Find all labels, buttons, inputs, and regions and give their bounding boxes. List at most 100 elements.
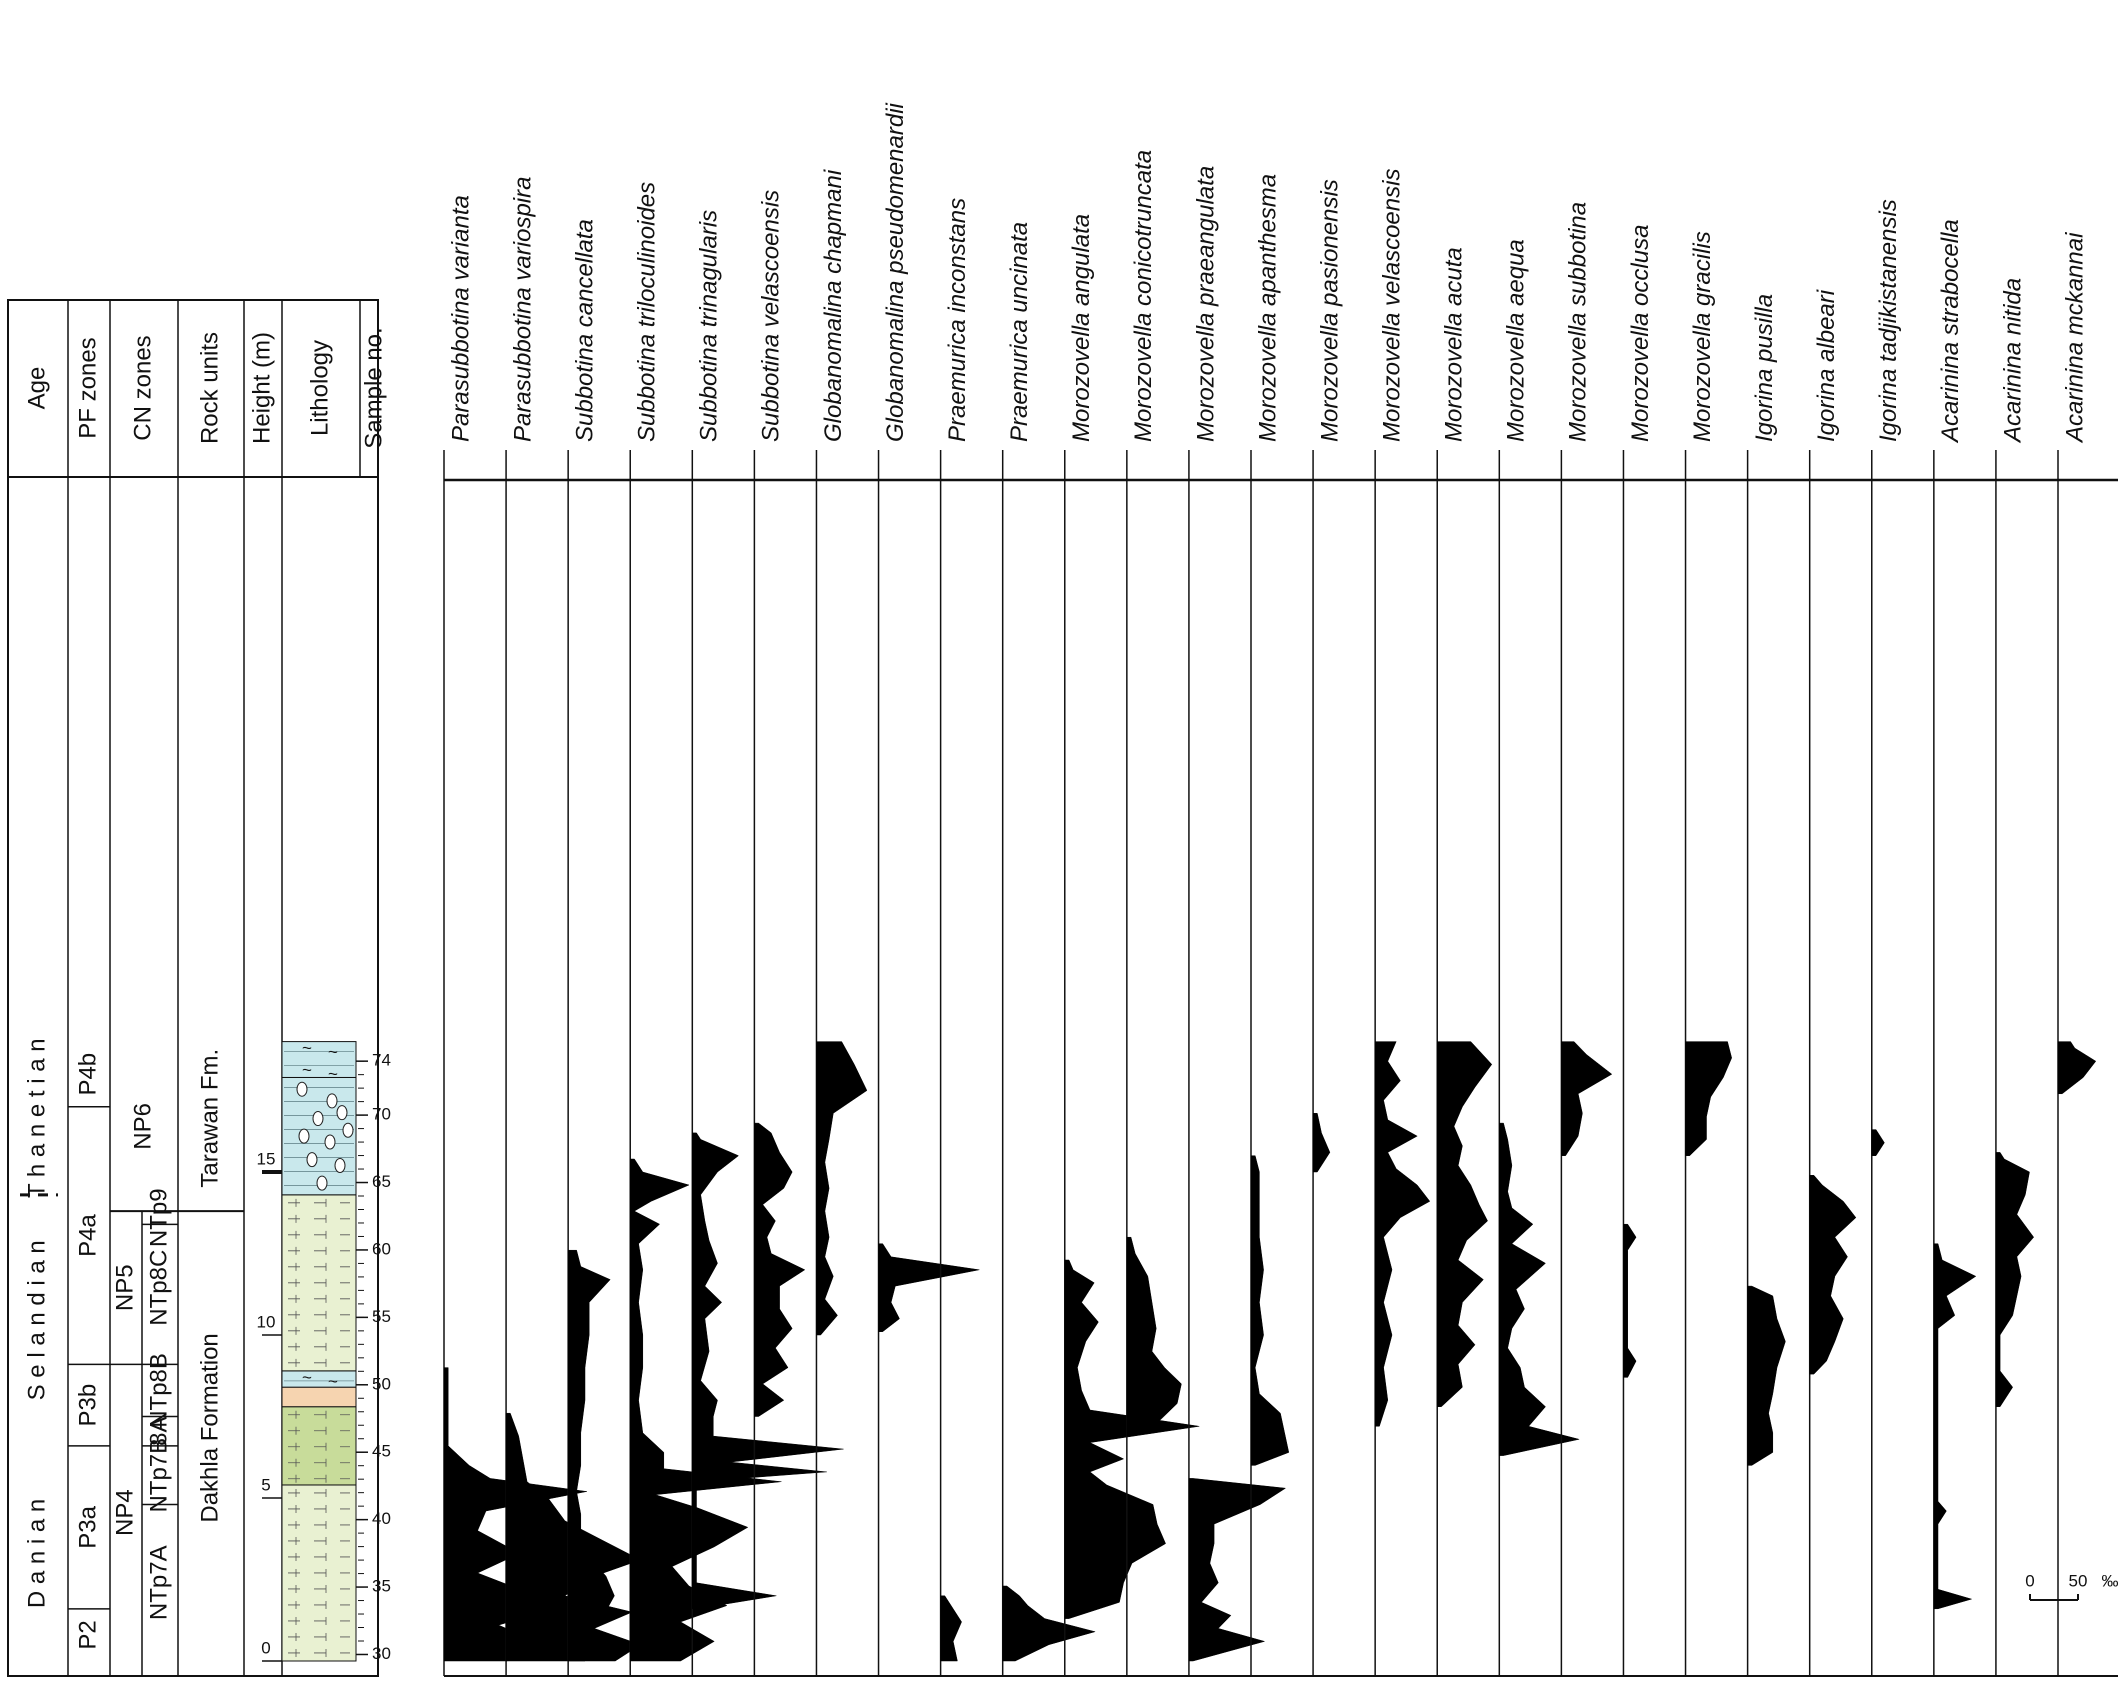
sample-tick-label: 50 [372, 1374, 391, 1393]
sample-tick-label: 74 [372, 1051, 391, 1070]
lithology-pattern [288, 1488, 350, 1657]
nodule [336, 1105, 348, 1121]
nodule [324, 1134, 336, 1150]
height-tick-label: 15 [257, 1149, 276, 1168]
nodule [326, 1093, 338, 1109]
wavy-mark: ~ [328, 1043, 338, 1062]
scale-bar-unit: ‰ [2102, 1571, 2119, 1590]
height-tick-label: 0 [261, 1638, 270, 1657]
species-name: Parasubbotina variospira [509, 177, 536, 443]
scale-bar-max: 50 [2069, 1571, 2088, 1590]
abundance-curve [816, 1041, 868, 1336]
stratigraphic-column: Age PF zones CN zones Rock units Height (m) L… [7, 299, 391, 1677]
nodule [342, 1122, 354, 1138]
lithology-pattern: ~ ~ ~ ~ [284, 1039, 354, 1084]
species-name: Morozovella occlusa [1627, 225, 1654, 442]
nodule [334, 1157, 346, 1173]
cn-ntp-zone-label: NTp7A [145, 1545, 172, 1620]
abundance-curve [1561, 1041, 1613, 1156]
species-name: Praemurica inconstans [944, 198, 971, 442]
species-name: Morozovella praeangulata [1192, 166, 1219, 442]
age-label: D a n i a n [23, 1499, 50, 1608]
lithology-limestone-nodular [281, 1076, 357, 1196]
sample-tick-label: 40 [372, 1509, 391, 1528]
sample-tick-label: 45 [372, 1442, 391, 1461]
species-name: Morozovella gracilis [1689, 231, 1716, 442]
sample-tick-label: 30 [372, 1644, 391, 1663]
age-label: S e l a n d i a n [23, 1240, 50, 1400]
pf-zone-label: P2 [74, 1620, 101, 1649]
species-name: Acarinina mckannai [2061, 232, 2088, 444]
abundance-curve [1188, 1478, 1287, 1662]
lithology-pattern: ~ ~ [284, 1368, 354, 1391]
abundance-curve [754, 1122, 806, 1417]
species-name: Morozovella conicotruncata [1130, 150, 1157, 442]
abundance-curve [1064, 1259, 1200, 1619]
species-name: Igorina albeari [1813, 289, 1840, 442]
abundance-curve [1871, 1129, 1885, 1156]
column-header: PF zones [74, 337, 101, 438]
rock-unit-label: Dakhla Formation [196, 1333, 223, 1522]
species-name: Parasubbotina varianta [447, 195, 474, 442]
abundance-curve [1126, 1236, 1182, 1437]
abundance-curve [1374, 1041, 1431, 1427]
lithology-pattern [288, 1198, 350, 1367]
cn-np-zone-label: NP4 [111, 1489, 138, 1536]
species-name: Subbotina triloculinoides [634, 182, 661, 442]
sample-tick-label: 55 [372, 1307, 391, 1326]
cn-ntp-zone-label: 8A [145, 1416, 172, 1445]
species-name: Morozovella acuta [1441, 247, 1468, 442]
column-header: Lithology [306, 340, 333, 436]
lithology-limestone-band [281, 1370, 357, 1388]
species-name: Morozovella velascoensis [1378, 169, 1405, 442]
species-name: Subbotina velascoensis [758, 190, 785, 442]
abundance-curve [567, 1249, 615, 1662]
abundance-curve [1312, 1113, 1331, 1173]
sample-tick-label: 65 [372, 1172, 391, 1191]
sample-tick-label: 35 [372, 1577, 391, 1596]
abundance-curve [1995, 1152, 2035, 1407]
abundance-curve [1623, 1223, 1637, 1378]
abundance-curve [2057, 1041, 2097, 1095]
column-header: CN zones [129, 335, 156, 440]
abundance-curve [1747, 1285, 1786, 1466]
abundance-curve [1809, 1175, 1857, 1375]
abundance-curve [1250, 1155, 1290, 1466]
pf-zone-label: P3a [74, 1505, 101, 1548]
abundance-curve [878, 1243, 980, 1332]
lithology-limestone [281, 1041, 357, 1078]
species-name: Morozovella angulata [1068, 214, 1095, 442]
wavy-mark: ~ [302, 1368, 312, 1387]
species-name: Subbotina trinagularis [696, 210, 723, 442]
cn-ntp-zone-label: NTp9 [145, 1188, 172, 1247]
cn-ntp-zone-label: NTp8C [145, 1250, 172, 1326]
pf-zone-label: P3b [74, 1384, 101, 1427]
cn-ntp-zone-label: NTp8B [145, 1353, 172, 1428]
scale-bar-min: 0 [2025, 1571, 2034, 1590]
species-name: Subbotina cancellata [571, 219, 598, 442]
abundance-curve [1499, 1122, 1580, 1456]
abundance-curve [1933, 1243, 1977, 1610]
wavy-mark: ~ [302, 1039, 312, 1058]
rock-unit-label: Tarawan Fm. [196, 1049, 223, 1188]
species-name: Praemurica uncinata [1006, 222, 1033, 442]
column-header: Age [23, 367, 50, 410]
species-name: Igorina tadjikistanensis [1875, 199, 1902, 442]
wavy-mark: ~ [328, 1065, 338, 1084]
pf-zone-label: P4b [74, 1053, 101, 1096]
abundance-curve [1002, 1585, 1097, 1662]
cn-np-zone-label: NP5 [111, 1264, 138, 1311]
column-header: Sample no. [360, 327, 387, 448]
sample-tick-label: 60 [372, 1239, 391, 1258]
abundance-curve [940, 1595, 962, 1662]
abundance-curve [692, 1132, 844, 1610]
age-label: T h a n e t i a n [23, 1038, 50, 1198]
column-header: Rock units [196, 332, 223, 444]
wavy-mark: ~ [328, 1372, 338, 1391]
nodule [312, 1111, 324, 1127]
species-name: Acarinina nitida [1999, 278, 2026, 444]
nodule [298, 1128, 310, 1144]
lithology-shale-dark [281, 1406, 357, 1486]
species-name: Morozovella subbotina [1565, 202, 1592, 442]
